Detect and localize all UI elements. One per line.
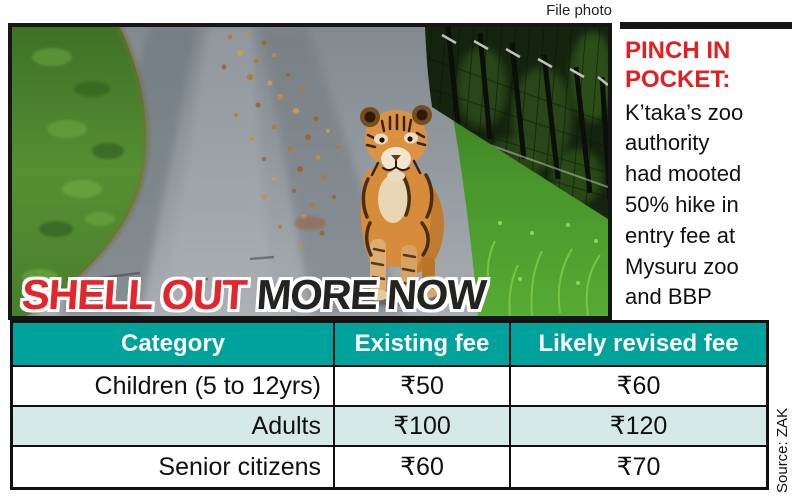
leaf-litter: [91, 31, 340, 287]
infobox: PINCH IN POCKET: K’taka’s zoo authority …: [620, 22, 792, 322]
column-header-likely-revised-fee: Likely revised fee: [511, 323, 766, 367]
cell-seniors-category: Senior citizens: [13, 447, 335, 487]
cell-adults-category: Adults: [13, 407, 335, 447]
cell-adults-revised-fee: ₹120: [511, 407, 766, 447]
left-grass: [12, 27, 150, 316]
cell-children-existing-fee: ₹50: [335, 367, 511, 407]
cell-children-revised-fee: ₹60: [511, 367, 766, 407]
source-credit-text: Source: ZAK: [774, 407, 791, 493]
tiger-illustration: [354, 105, 446, 306]
headline-more-now: MORE NOW: [255, 271, 487, 318]
headline: SHELL OUT MORE NOW: [20, 271, 487, 318]
headline-shell-out: SHELL OUT: [20, 271, 248, 318]
zoo-photo-scene: [12, 27, 608, 316]
column-header-existing-fee: Existing fee: [335, 323, 511, 367]
cell-adults-existing-fee: ₹100: [335, 407, 511, 447]
zoo-photo: SHELL OUT MORE NOW: [8, 23, 612, 320]
cell-seniors-existing-fee: ₹60: [335, 447, 511, 487]
source-credit: Source: ZAK: [772, 373, 794, 493]
fee-table: Category Existing fee Likely revised fee…: [10, 320, 769, 490]
infobox-top-rule: [620, 22, 792, 29]
cell-children-category: Children (5 to 12yrs): [13, 367, 335, 407]
cell-seniors-revised-fee: ₹70: [616, 453, 661, 481]
photo-credit: File photo: [546, 2, 612, 19]
infobox-heading: PINCH IN POCKET:: [625, 37, 731, 94]
infobox-body: K’taka’s zoo authority had mooted 50% hi…: [625, 99, 744, 310]
column-header-category: Category: [13, 323, 335, 367]
